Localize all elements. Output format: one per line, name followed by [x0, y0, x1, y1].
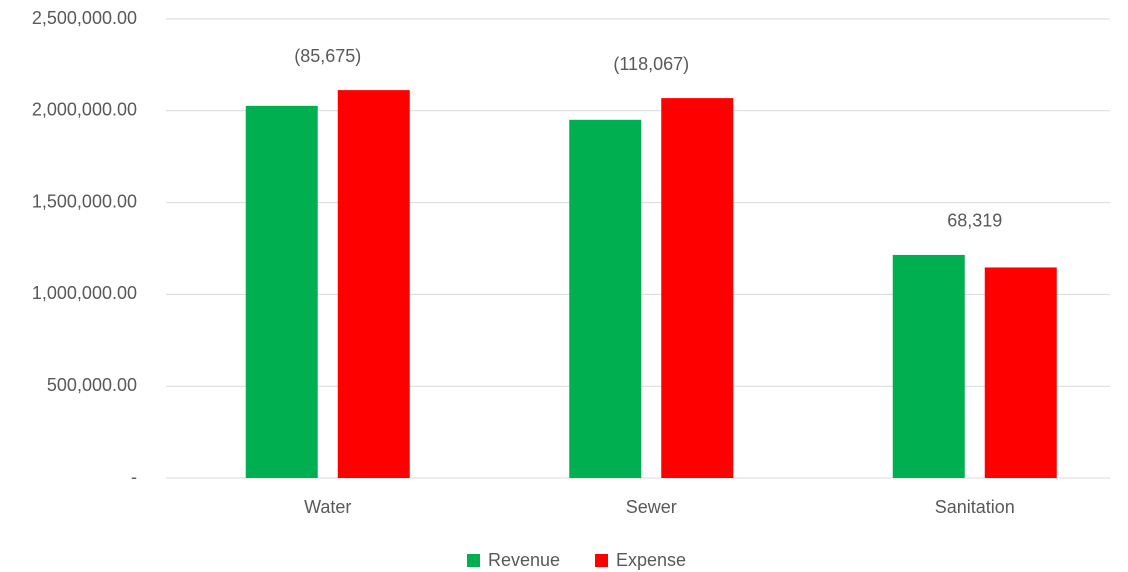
legend-swatch [467, 554, 480, 567]
legend-swatch [595, 554, 608, 567]
y-tick-label: 2,500,000.00 [32, 8, 137, 28]
bar [984, 267, 1057, 478]
annotation: (85,675) [294, 46, 361, 66]
bar [892, 254, 965, 478]
x-tick-label: Water [304, 497, 351, 517]
y-tick-label: 2,000,000.00 [32, 100, 137, 120]
legend-label: Expense [616, 550, 686, 570]
bar [661, 98, 734, 479]
y-tick-label: - [131, 467, 137, 487]
y-tick-label: 1,000,000.00 [32, 283, 137, 303]
x-tick-label: Sanitation [935, 497, 1015, 517]
y-tick-label: 1,500,000.00 [32, 191, 137, 211]
annotation: (118,067) [613, 54, 689, 74]
bar [569, 119, 642, 479]
x-tick-label: Sewer [626, 497, 677, 517]
y-tick-label: 500,000.00 [47, 375, 137, 395]
bar [337, 90, 410, 479]
bar [245, 105, 318, 478]
annotation: 68,319 [947, 211, 1002, 231]
legend-label: Revenue [488, 550, 560, 570]
